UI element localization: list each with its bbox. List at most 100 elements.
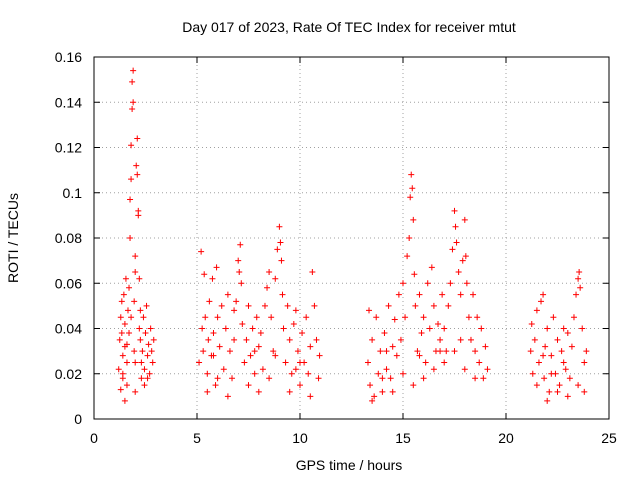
y-tick-label: 0.06 xyxy=(55,275,82,291)
data-point xyxy=(391,316,398,323)
data-point xyxy=(528,320,535,327)
data-point xyxy=(410,216,417,223)
data-point xyxy=(426,325,433,332)
data-point xyxy=(459,257,466,264)
y-axis-label: ROTI / TECUs xyxy=(5,193,21,283)
y-tick-label: 0.08 xyxy=(55,230,82,246)
data-point xyxy=(407,194,414,201)
data-point xyxy=(277,239,284,246)
data-point xyxy=(527,348,534,355)
data-point xyxy=(366,307,373,314)
data-point xyxy=(307,343,314,350)
data-point xyxy=(544,397,551,404)
data-point xyxy=(400,370,406,377)
data-point xyxy=(544,325,551,332)
data-point xyxy=(546,388,553,395)
data-point xyxy=(126,284,133,291)
data-point xyxy=(216,343,223,350)
data-point xyxy=(264,284,271,291)
data-point xyxy=(581,359,588,366)
data-point xyxy=(132,268,139,275)
data-point xyxy=(562,366,569,373)
data-point xyxy=(213,264,220,271)
data-point xyxy=(233,298,240,305)
data-point xyxy=(424,280,431,287)
data-point xyxy=(416,352,423,359)
data-point xyxy=(224,291,231,298)
data-point xyxy=(470,291,477,298)
data-point xyxy=(576,268,583,275)
data-point xyxy=(199,325,206,332)
data-point xyxy=(201,271,208,278)
data-point xyxy=(575,275,582,282)
data-point xyxy=(292,366,299,373)
data-point xyxy=(566,375,573,382)
data-point xyxy=(128,314,135,321)
data-point xyxy=(204,370,211,377)
data-point xyxy=(393,352,400,359)
data-point xyxy=(116,336,123,343)
data-point xyxy=(141,366,148,373)
data-point xyxy=(478,325,485,332)
data-point xyxy=(239,320,246,327)
x-tick-label: 20 xyxy=(498,430,514,446)
data-point xyxy=(205,336,212,343)
data-point xyxy=(540,352,547,359)
data-point xyxy=(276,223,283,230)
y-tick-label: 0.12 xyxy=(55,140,82,156)
data-point xyxy=(560,359,567,366)
data-point xyxy=(548,370,555,377)
data-point xyxy=(400,280,406,287)
data-point xyxy=(377,348,384,355)
data-point xyxy=(148,348,155,355)
data-point xyxy=(119,370,126,377)
data-point xyxy=(257,330,264,337)
data-point xyxy=(579,325,586,332)
data-point xyxy=(259,366,266,373)
data-point xyxy=(540,291,547,298)
data-point xyxy=(251,348,258,355)
data-point xyxy=(141,382,148,389)
data-point xyxy=(389,343,396,350)
data-point xyxy=(581,388,588,395)
x-tick-labels: 0 5 10 15 20 25 xyxy=(90,430,617,446)
data-point xyxy=(210,330,217,337)
data-point xyxy=(235,257,242,264)
data-point xyxy=(280,325,287,332)
data-point xyxy=(316,352,323,359)
data-point xyxy=(395,291,402,298)
data-point xyxy=(120,291,127,298)
data-point xyxy=(251,370,258,377)
data-point xyxy=(297,382,303,389)
data-point xyxy=(131,298,138,305)
data-point xyxy=(447,280,454,287)
data-point xyxy=(409,185,416,192)
data-point xyxy=(381,330,388,337)
data-point xyxy=(554,388,561,395)
data-point xyxy=(231,307,238,314)
data-point xyxy=(128,142,135,149)
y-tick-label: 0 xyxy=(74,411,82,427)
data-point xyxy=(441,359,448,366)
data-point xyxy=(118,330,125,337)
data-point xyxy=(138,359,145,366)
data-point xyxy=(550,314,557,321)
data-point xyxy=(305,370,312,377)
data-point xyxy=(558,348,565,355)
data-point xyxy=(134,135,141,142)
data-point xyxy=(451,348,458,355)
data-point xyxy=(402,314,409,321)
data-point xyxy=(144,375,151,382)
data-point xyxy=(457,336,464,343)
data-point xyxy=(474,314,481,321)
data-point xyxy=(452,223,459,230)
data-point xyxy=(214,375,221,382)
data-point xyxy=(439,291,446,298)
data-point xyxy=(286,388,293,395)
data-point xyxy=(416,291,423,298)
data-point xyxy=(137,307,144,314)
data-point xyxy=(236,268,243,275)
data-point xyxy=(200,348,207,355)
data-point xyxy=(123,359,130,366)
